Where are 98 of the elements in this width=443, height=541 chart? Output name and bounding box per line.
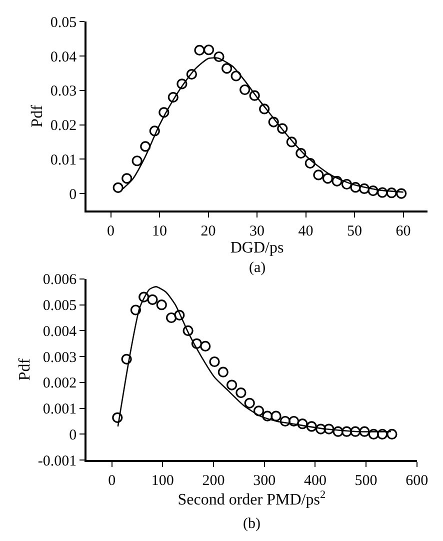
point: [182, 325, 194, 336]
y-tick-label: 0.003: [42, 350, 77, 366]
point: [377, 428, 388, 440]
point: [249, 90, 260, 101]
y-tick-label: 0.005: [42, 298, 77, 314]
point: [306, 421, 317, 432]
point: [304, 158, 316, 169]
point: [194, 44, 205, 56]
y-axis-title: Pdf: [16, 358, 34, 381]
x-tick-label: 0: [107, 223, 115, 240]
x-tick-label: 40: [298, 223, 314, 240]
point: [132, 156, 142, 166]
point: [174, 310, 185, 320]
point: [240, 84, 250, 96]
point: [166, 312, 177, 324]
point: [218, 366, 228, 378]
y-tick-label: 0: [69, 186, 77, 203]
x-tick-label: 0: [108, 472, 116, 489]
y-tick-label: 0.02: [50, 118, 77, 134]
y-tick-label: 0.004: [42, 324, 78, 340]
y-tick-label: 0.01: [50, 152, 77, 168]
x-tick-label: 300: [253, 472, 276, 489]
point: [112, 412, 123, 423]
point: [332, 426, 344, 437]
point: [368, 428, 379, 440]
point: [259, 104, 270, 114]
point: [149, 126, 160, 136]
point: [296, 148, 306, 159]
y-tick-label: 0.04: [50, 49, 78, 66]
point: [253, 406, 264, 416]
point: [156, 300, 167, 310]
point: [280, 416, 290, 427]
point: [270, 410, 282, 422]
y-axis-title: Pdf: [28, 104, 46, 128]
point: [230, 70, 242, 82]
x-axis-title: Second order PMD/ps$^{2}$: [178, 488, 326, 509]
point: [200, 340, 211, 352]
point: [262, 410, 273, 422]
x-axis-title: DGD/ps: [230, 239, 284, 256]
point: [112, 182, 124, 193]
point: [288, 416, 300, 427]
point: [315, 424, 326, 434]
x-tick-label: 400: [304, 472, 326, 489]
text: (b): [243, 516, 260, 532]
point: [140, 141, 151, 152]
point: [138, 292, 150, 302]
point: [186, 68, 198, 80]
x-tick-label: 500: [354, 472, 378, 489]
point: [222, 63, 232, 74]
point: [244, 398, 255, 408]
point: [332, 176, 342, 186]
point: [396, 188, 407, 199]
point: [350, 182, 361, 193]
x-tick-label: 20: [200, 223, 216, 240]
point: [350, 426, 361, 437]
x-tick-label: 30: [250, 223, 265, 240]
y-tick-label: 0.03: [50, 84, 77, 100]
point: [176, 78, 188, 90]
point: [236, 388, 246, 398]
point: [147, 294, 158, 305]
point: [121, 354, 132, 364]
point: [359, 426, 370, 437]
text: (a): [249, 260, 266, 276]
y-tick-label: 0: [69, 427, 77, 444]
point: [322, 173, 334, 184]
x-tick-label: 100: [151, 472, 174, 489]
point: [214, 51, 224, 62]
y-tick-label: 0.05: [50, 14, 77, 31]
point: [341, 426, 352, 437]
point: [386, 188, 397, 198]
point: [203, 44, 214, 56]
point: [377, 187, 388, 198]
point: [297, 418, 308, 430]
x-tick-label: 600: [406, 472, 428, 489]
point: [158, 107, 170, 118]
point: [226, 380, 238, 390]
point: [191, 338, 202, 349]
point: [341, 178, 352, 190]
point: [386, 428, 398, 440]
x-tick-label: 50: [347, 223, 362, 240]
x-tick-label: 200: [202, 472, 225, 489]
point: [313, 170, 324, 180]
point: [368, 185, 378, 196]
point: [168, 92, 178, 103]
x-tick-label: 10: [152, 223, 168, 240]
point: [209, 356, 220, 368]
point: [359, 183, 370, 194]
point: [122, 173, 132, 184]
point: [324, 424, 334, 434]
y-tick-label: -0.001: [38, 453, 77, 470]
point: [277, 123, 288, 134]
point: [286, 136, 297, 148]
x-tick-label: 60: [396, 223, 411, 240]
y-tick-label: 0.006: [42, 272, 78, 288]
point: [268, 116, 279, 128]
y-tick-label: 0.002: [42, 376, 77, 392]
point: [130, 304, 142, 316]
y-tick-label: 0.001: [42, 402, 77, 418]
